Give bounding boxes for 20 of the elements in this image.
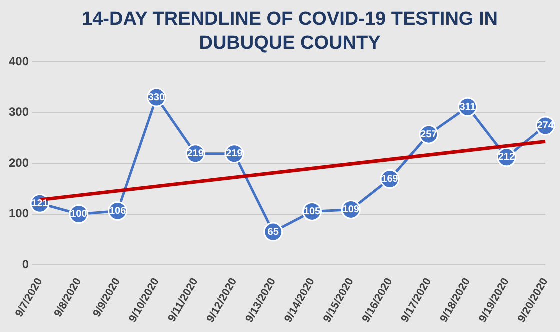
y-tick-label: 400 [8,54,30,68]
data-label: 65 [268,226,280,238]
data-label: 109 [342,204,360,216]
y-tick-label: 100 [8,206,30,221]
data-label: 105 [304,206,322,218]
data-label: 212 [498,152,516,164]
data-label: 121 [32,198,49,210]
y-tick-label: 0 [22,257,30,272]
chart-title: 14-DAY TRENDLINE OF COVID-19 TESTING IN DUBUQUE COUNTY [81,8,499,56]
y-tick-label: 200 [8,156,30,170]
y-tick-label: 300 [8,105,30,120]
data-label: 330 [148,92,166,104]
data-label: 311 [460,102,476,113]
data-label: 169 [382,174,399,185]
data-label: 274 [537,120,554,132]
data-label: 106 [109,206,127,217]
data-label: 219 [187,148,204,160]
data-label: 219 [226,148,244,160]
data-label: 100 [70,209,88,220]
data-label: 257 [420,129,438,140]
